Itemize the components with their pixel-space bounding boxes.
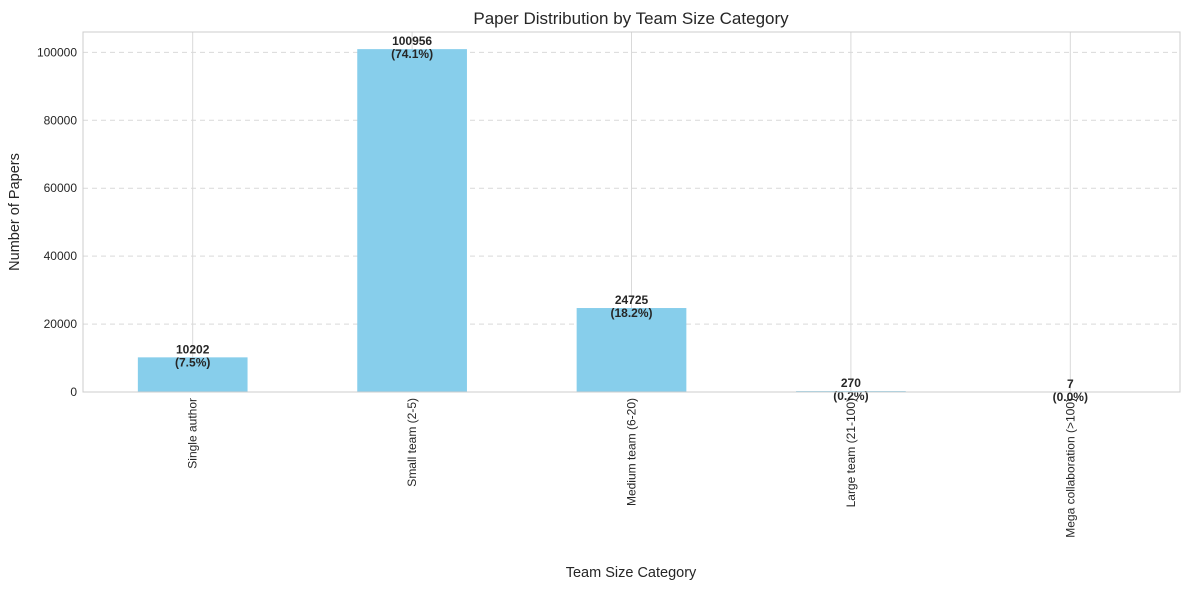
- x-tick-label: Small team (2-5): [405, 398, 419, 487]
- data-label-value: 270: [841, 376, 861, 390]
- data-labels: 10202(7.5%)100956(74.1%)24725(18.2%)270(…: [175, 34, 1088, 404]
- data-label-value: 100956: [392, 34, 432, 48]
- x-tick-label: Large team (21-100): [844, 398, 858, 507]
- x-tick-label: Single author: [186, 398, 200, 469]
- data-label-percent: (0.0%): [1053, 390, 1088, 404]
- plot-frame: [82, 31, 1181, 393]
- data-label-percent: (7.5%): [175, 355, 210, 369]
- y-axis-label: Number of Papers: [7, 153, 23, 271]
- y-tick-label: 60000: [44, 181, 78, 195]
- y-tick-labels: 0 20000 40000 60000 80000 100000: [37, 45, 77, 399]
- chart-title: Paper Distribution by Team Size Category: [473, 9, 789, 28]
- plot-area: 10202(7.5%)100956(74.1%)24725(18.2%)270(…: [82, 31, 1181, 404]
- bar: [137, 357, 248, 392]
- x-tick-label: Mega collaboration (>100): [1063, 398, 1077, 538]
- data-label-value: 7: [1067, 377, 1074, 391]
- x-axis-label: Team Size Category: [566, 565, 697, 581]
- y-tick-label: 0: [70, 385, 77, 399]
- y-tick-label: 40000: [44, 249, 78, 263]
- y-tick-label: 20000: [44, 317, 78, 331]
- y-tick-label: 80000: [44, 113, 78, 127]
- y-tick-label: 100000: [37, 45, 77, 59]
- bar: [576, 308, 687, 392]
- data-label-percent: (0.2%): [833, 389, 868, 403]
- bar: [357, 49, 467, 393]
- data-label-percent: (74.1%): [391, 47, 433, 61]
- data-label-value: 24725: [615, 293, 649, 307]
- data-label-percent: (18.2%): [610, 306, 652, 320]
- x-tick-labels: Single author Small team (2-5) Medium team…: [186, 398, 1078, 538]
- x-tick-label: Medium team (6-20): [625, 398, 639, 506]
- bars: [137, 49, 1126, 393]
- data-label-value: 10202: [176, 342, 210, 356]
